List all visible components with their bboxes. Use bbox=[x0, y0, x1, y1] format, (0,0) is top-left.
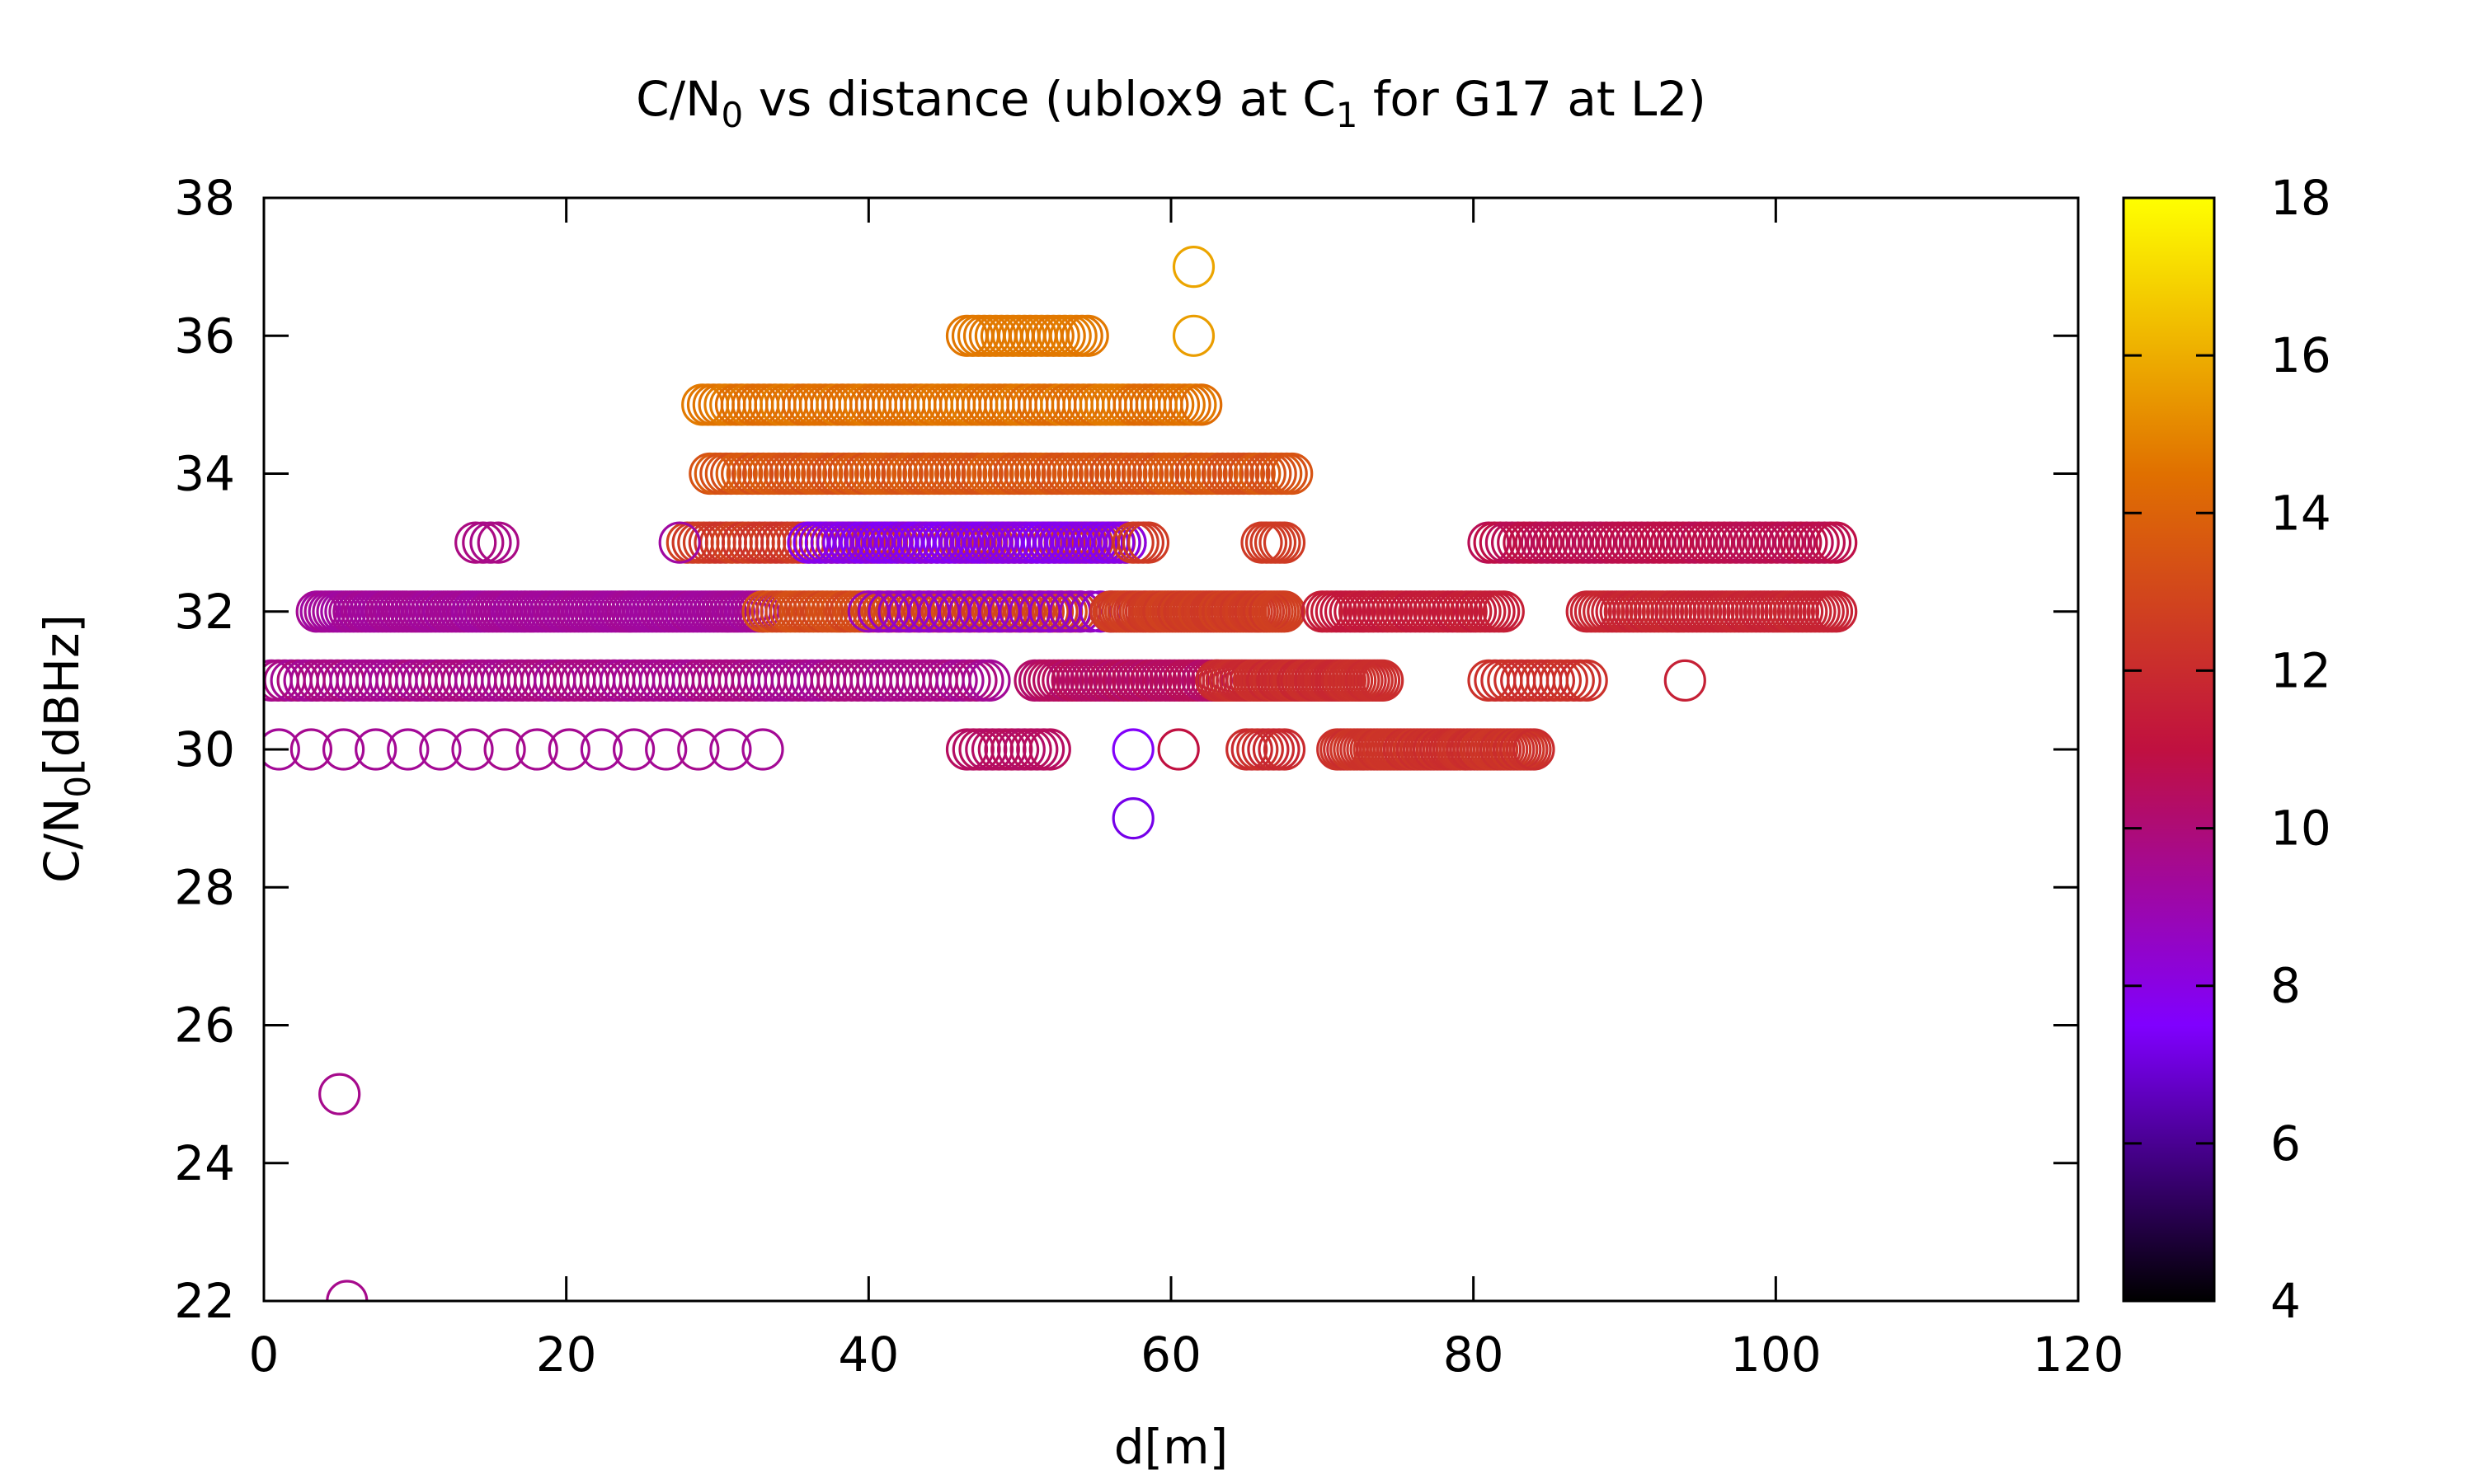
data-point bbox=[322, 728, 365, 771]
data-point bbox=[1157, 728, 1200, 771]
data-point bbox=[1028, 728, 1071, 771]
colorbar-tick-label: 12 bbox=[2270, 642, 2331, 698]
x-tick-label: 40 bbox=[838, 1327, 899, 1383]
data-point bbox=[318, 1073, 361, 1115]
y-tick-label: 30 bbox=[174, 721, 235, 777]
y-tick-label: 38 bbox=[174, 170, 235, 226]
data-point bbox=[1263, 590, 1306, 633]
y-tick-label: 26 bbox=[174, 998, 235, 1054]
chart-title: C/N0 vs distance (ublox9 at C1 for G17 a… bbox=[636, 71, 1706, 135]
y-tick-label: 28 bbox=[174, 859, 235, 915]
data-point bbox=[645, 728, 688, 771]
colorbar-tick-label: 14 bbox=[2270, 485, 2331, 541]
colorbar-tick-label: 6 bbox=[2270, 1115, 2301, 1172]
data-point bbox=[483, 728, 526, 771]
x-tick-label: 20 bbox=[536, 1327, 597, 1383]
data-point bbox=[677, 728, 720, 771]
data-point bbox=[1565, 659, 1608, 702]
colorbar-tick-label: 18 bbox=[2270, 170, 2331, 226]
data-point bbox=[709, 728, 752, 771]
data-point bbox=[264, 728, 300, 771]
data-point bbox=[612, 728, 656, 771]
data-point bbox=[1172, 314, 1216, 357]
y-axis: 22 24 26 28 30 32 34 36 38 bbox=[174, 170, 2078, 1329]
data-point bbox=[968, 659, 1011, 702]
data-point bbox=[1815, 590, 1858, 633]
data-point bbox=[454, 521, 497, 564]
data-point bbox=[1112, 728, 1155, 771]
colorbar-axis: 4 6 8 10 12 14 16 18 bbox=[2124, 170, 2331, 1329]
data-point bbox=[1482, 590, 1525, 633]
data-point bbox=[1172, 246, 1216, 289]
data-point bbox=[1362, 659, 1404, 702]
plot-frame bbox=[262, 196, 2080, 1303]
data-point bbox=[1104, 521, 1147, 564]
data-point bbox=[741, 728, 784, 771]
data-point bbox=[469, 521, 512, 564]
x-tick-label: 60 bbox=[1141, 1327, 1202, 1383]
x-axis: 0 20 40 60 80 100 120 bbox=[249, 198, 2124, 1383]
y-tick-label: 22 bbox=[174, 1273, 235, 1329]
y-axis-label: C/N0[dBHz] bbox=[34, 614, 98, 883]
colorbar-tick-label: 16 bbox=[2270, 327, 2331, 383]
colorbar bbox=[2122, 196, 2216, 1303]
data-point bbox=[1180, 383, 1223, 426]
x-axis-label: d[m] bbox=[1114, 1419, 1229, 1475]
data-point bbox=[1263, 728, 1306, 771]
x-tick-label: 100 bbox=[1730, 1327, 1822, 1383]
data-point bbox=[1112, 796, 1155, 840]
data-point bbox=[1263, 521, 1306, 564]
data-point bbox=[326, 1280, 369, 1301]
data-point bbox=[355, 728, 397, 771]
data-point bbox=[1271, 452, 1314, 495]
y-tick-label: 34 bbox=[174, 446, 235, 502]
data-point bbox=[462, 521, 505, 564]
x-tick-label: 80 bbox=[1443, 1327, 1504, 1383]
y-tick-label: 24 bbox=[174, 1135, 235, 1191]
colorbar-tick-label: 8 bbox=[2270, 958, 2301, 1014]
data-point bbox=[580, 728, 623, 771]
y-tick-label: 36 bbox=[174, 308, 235, 364]
y-tick-label: 32 bbox=[174, 584, 235, 640]
data-point bbox=[1663, 659, 1706, 702]
colorbar-tick-label: 10 bbox=[2270, 801, 2331, 857]
data-point bbox=[1815, 521, 1858, 564]
data-point bbox=[658, 521, 701, 564]
data-point bbox=[515, 728, 558, 771]
data-point bbox=[1126, 521, 1170, 564]
data-point bbox=[548, 728, 590, 771]
x-tick-label: 0 bbox=[249, 1327, 280, 1383]
scatter-points bbox=[264, 246, 1858, 1301]
data-point bbox=[451, 728, 494, 771]
data-point bbox=[477, 521, 520, 564]
data-point bbox=[387, 728, 430, 771]
data-point bbox=[1066, 314, 1109, 357]
x-tick-label: 120 bbox=[2033, 1327, 2124, 1383]
data-point bbox=[419, 728, 462, 771]
data-point bbox=[1512, 728, 1555, 771]
data-point bbox=[289, 728, 332, 771]
colorbar-tick-label: 4 bbox=[2270, 1273, 2301, 1329]
